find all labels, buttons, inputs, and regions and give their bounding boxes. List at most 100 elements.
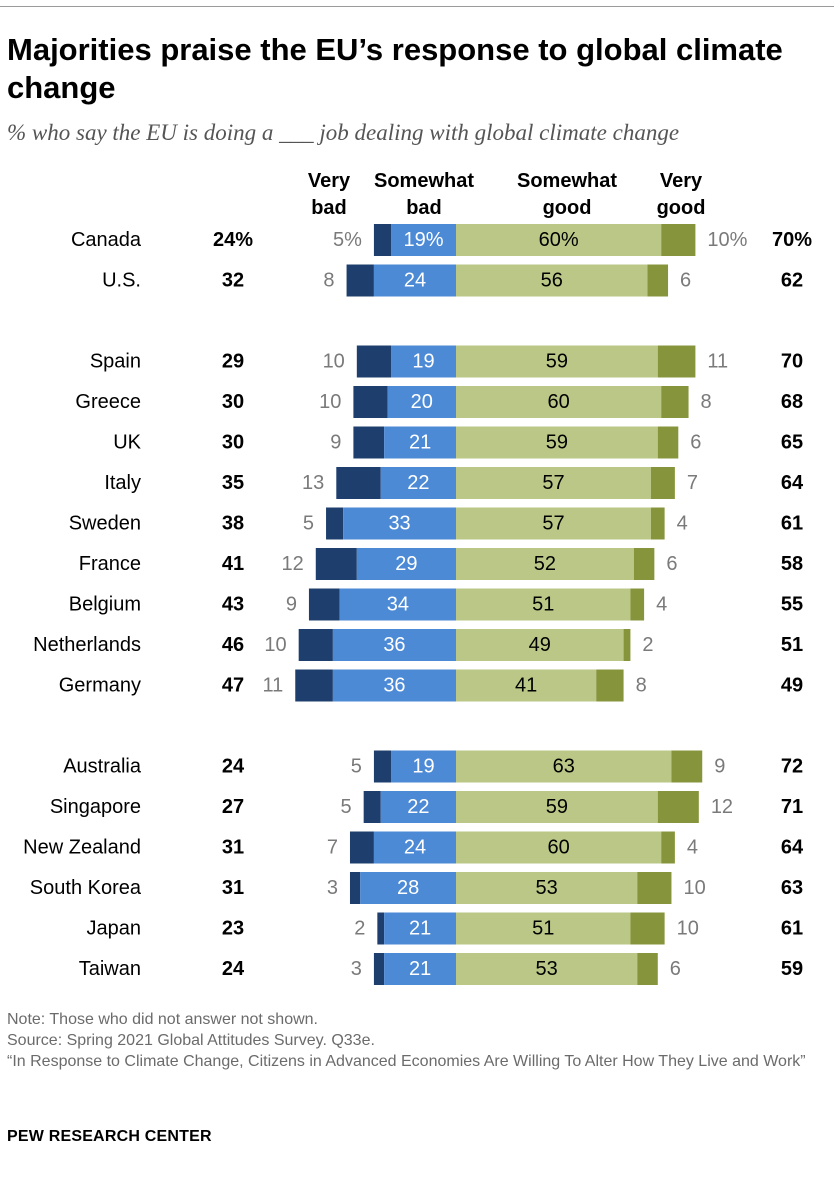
bar-somewhat-bad-germany bbox=[332, 669, 456, 702]
good-total-italy: 64 bbox=[781, 472, 804, 494]
legend-very-bad-line-1: Very bbox=[308, 170, 351, 192]
country-label-taiwan: Taiwan bbox=[79, 958, 141, 980]
bar-somewhat-good-italy bbox=[456, 467, 651, 499]
country-label-u-s: U.S. bbox=[102, 270, 141, 292]
bar-very-bad-u-s bbox=[346, 264, 374, 297]
label-somewhat-bad-singapore: 22 bbox=[407, 796, 429, 818]
bad-total-italy: 35 bbox=[222, 472, 244, 494]
label-somewhat-good-japan: 51 bbox=[532, 918, 554, 940]
bar-somewhat-good-u-s bbox=[456, 264, 648, 297]
bar-somewhat-bad-australia bbox=[391, 750, 456, 783]
good-total-sweden: 61 bbox=[781, 513, 803, 535]
label-very-bad-sweden: 5 bbox=[303, 513, 314, 535]
bar-very-good-france bbox=[633, 548, 655, 580]
label-somewhat-good-uk: 59 bbox=[546, 432, 568, 454]
good-total-spain: 70 bbox=[781, 351, 803, 373]
bad-total-belgium: 43 bbox=[222, 594, 244, 616]
label-somewhat-good-australia: 63 bbox=[553, 756, 575, 778]
bar-somewhat-bad-uk bbox=[384, 426, 456, 459]
pew-research-center-logo: PEW RESEARCH CENTER bbox=[7, 1128, 212, 1145]
bar-somewhat-bad-south-korea bbox=[360, 872, 456, 904]
good-total-new-zealand: 64 bbox=[781, 837, 804, 859]
country-label-japan: Japan bbox=[87, 918, 142, 940]
bar-somewhat-good-sweden bbox=[456, 507, 651, 540]
bar-very-bad-france bbox=[315, 548, 357, 580]
label-somewhat-good-greece: 60 bbox=[547, 391, 569, 413]
bad-total-south-korea: 31 bbox=[222, 877, 244, 899]
bar-somewhat-bad-netherlands bbox=[332, 629, 456, 661]
good-total-australia: 72 bbox=[781, 756, 803, 778]
good-total-canada: 70% bbox=[772, 229, 812, 251]
label-somewhat-good-sweden: 57 bbox=[542, 513, 564, 535]
bar-somewhat-bad-greece bbox=[387, 386, 456, 418]
country-label-uk: UK bbox=[113, 432, 141, 454]
bar-very-bad-sweden bbox=[326, 507, 344, 540]
label-very-good-singapore: 12 bbox=[711, 796, 733, 818]
bar-very-bad-netherlands bbox=[298, 629, 333, 661]
bad-total-greece: 30 bbox=[222, 391, 244, 413]
country-label-singapore: Singapore bbox=[50, 796, 141, 818]
legend-somewhat-bad-line-2: bad bbox=[406, 197, 442, 219]
label-very-bad-new-zealand: 7 bbox=[327, 837, 338, 859]
bar-somewhat-good-australia bbox=[456, 750, 672, 783]
bar-very-good-greece bbox=[661, 386, 689, 418]
label-somewhat-good-singapore: 59 bbox=[546, 796, 568, 818]
country-label-greece: Greece bbox=[75, 391, 141, 413]
bar-somewhat-bad-japan bbox=[384, 912, 456, 945]
label-very-good-taiwan: 6 bbox=[670, 958, 681, 980]
label-somewhat-bad-germany: 36 bbox=[383, 675, 405, 697]
country-label-netherlands: Netherlands bbox=[33, 634, 141, 656]
bad-total-canada: 24% bbox=[213, 229, 253, 251]
label-somewhat-bad-south-korea: 28 bbox=[397, 877, 419, 899]
bad-total-netherlands: 46 bbox=[222, 634, 244, 656]
bad-total-japan: 23 bbox=[222, 918, 244, 940]
bar-very-bad-australia bbox=[373, 750, 392, 783]
label-very-bad-australia: 5 bbox=[351, 756, 362, 778]
source-text: Source: Spring 2021 Global Attitudes Sur… bbox=[7, 1032, 375, 1049]
bar-somewhat-good-uk bbox=[456, 426, 658, 459]
good-total-japan: 61 bbox=[781, 918, 803, 940]
bad-total-germany: 47 bbox=[222, 675, 244, 697]
bad-total-france: 41 bbox=[222, 553, 244, 575]
label-somewhat-bad-australia: 19 bbox=[412, 756, 434, 778]
bar-somewhat-good-germany bbox=[456, 669, 597, 702]
label-very-bad-belgium: 9 bbox=[286, 594, 297, 616]
bar-somewhat-good-japan bbox=[456, 912, 631, 945]
bar-very-good-taiwan bbox=[637, 953, 658, 985]
label-somewhat-bad-taiwan: 21 bbox=[409, 958, 431, 980]
top-rule bbox=[0, 6, 834, 7]
label-very-good-sweden: 4 bbox=[677, 513, 688, 535]
country-label-sweden: Sweden bbox=[69, 513, 141, 535]
label-very-bad-canada: 5% bbox=[333, 229, 362, 251]
label-very-good-belgium: 4 bbox=[656, 594, 667, 616]
label-somewhat-bad-new-zealand: 24 bbox=[404, 837, 426, 859]
country-label-germany: Germany bbox=[59, 675, 141, 697]
bar-very-good-japan bbox=[630, 912, 665, 945]
label-very-good-uk: 6 bbox=[690, 432, 701, 454]
label-very-bad-south-korea: 3 bbox=[327, 877, 338, 899]
label-very-good-greece: 8 bbox=[701, 391, 712, 413]
legend-somewhat-bad-line-1: Somewhat bbox=[374, 170, 474, 192]
bad-total-spain: 29 bbox=[222, 351, 244, 373]
good-total-south-korea: 63 bbox=[781, 877, 803, 899]
bar-very-bad-italy bbox=[336, 467, 381, 499]
label-very-bad-uk: 9 bbox=[330, 432, 341, 454]
bar-very-bad-taiwan bbox=[373, 953, 385, 985]
label-very-good-south-korea: 10 bbox=[683, 877, 705, 899]
legend-very-good-line-2: good bbox=[657, 197, 706, 219]
label-very-good-new-zealand: 4 bbox=[687, 837, 698, 859]
good-total-u-s: 62 bbox=[781, 270, 803, 292]
bad-total-new-zealand: 31 bbox=[222, 837, 244, 859]
bar-very-good-new-zealand bbox=[661, 831, 675, 864]
bad-total-singapore: 27 bbox=[222, 796, 244, 818]
bar-very-bad-germany bbox=[295, 669, 333, 702]
bar-somewhat-good-netherlands bbox=[456, 629, 624, 661]
report-title: “In Response to Climate Change, Citizens… bbox=[7, 1053, 806, 1070]
bar-very-bad-new-zealand bbox=[349, 831, 374, 864]
legend-somewhat-good-line-1: Somewhat bbox=[517, 170, 617, 192]
label-somewhat-bad-belgium: 34 bbox=[387, 594, 409, 616]
country-label-canada: Canada bbox=[71, 229, 142, 251]
bar-somewhat-good-france bbox=[456, 548, 634, 580]
country-label-belgium: Belgium bbox=[69, 594, 141, 616]
label-very-good-u-s: 6 bbox=[680, 270, 691, 292]
